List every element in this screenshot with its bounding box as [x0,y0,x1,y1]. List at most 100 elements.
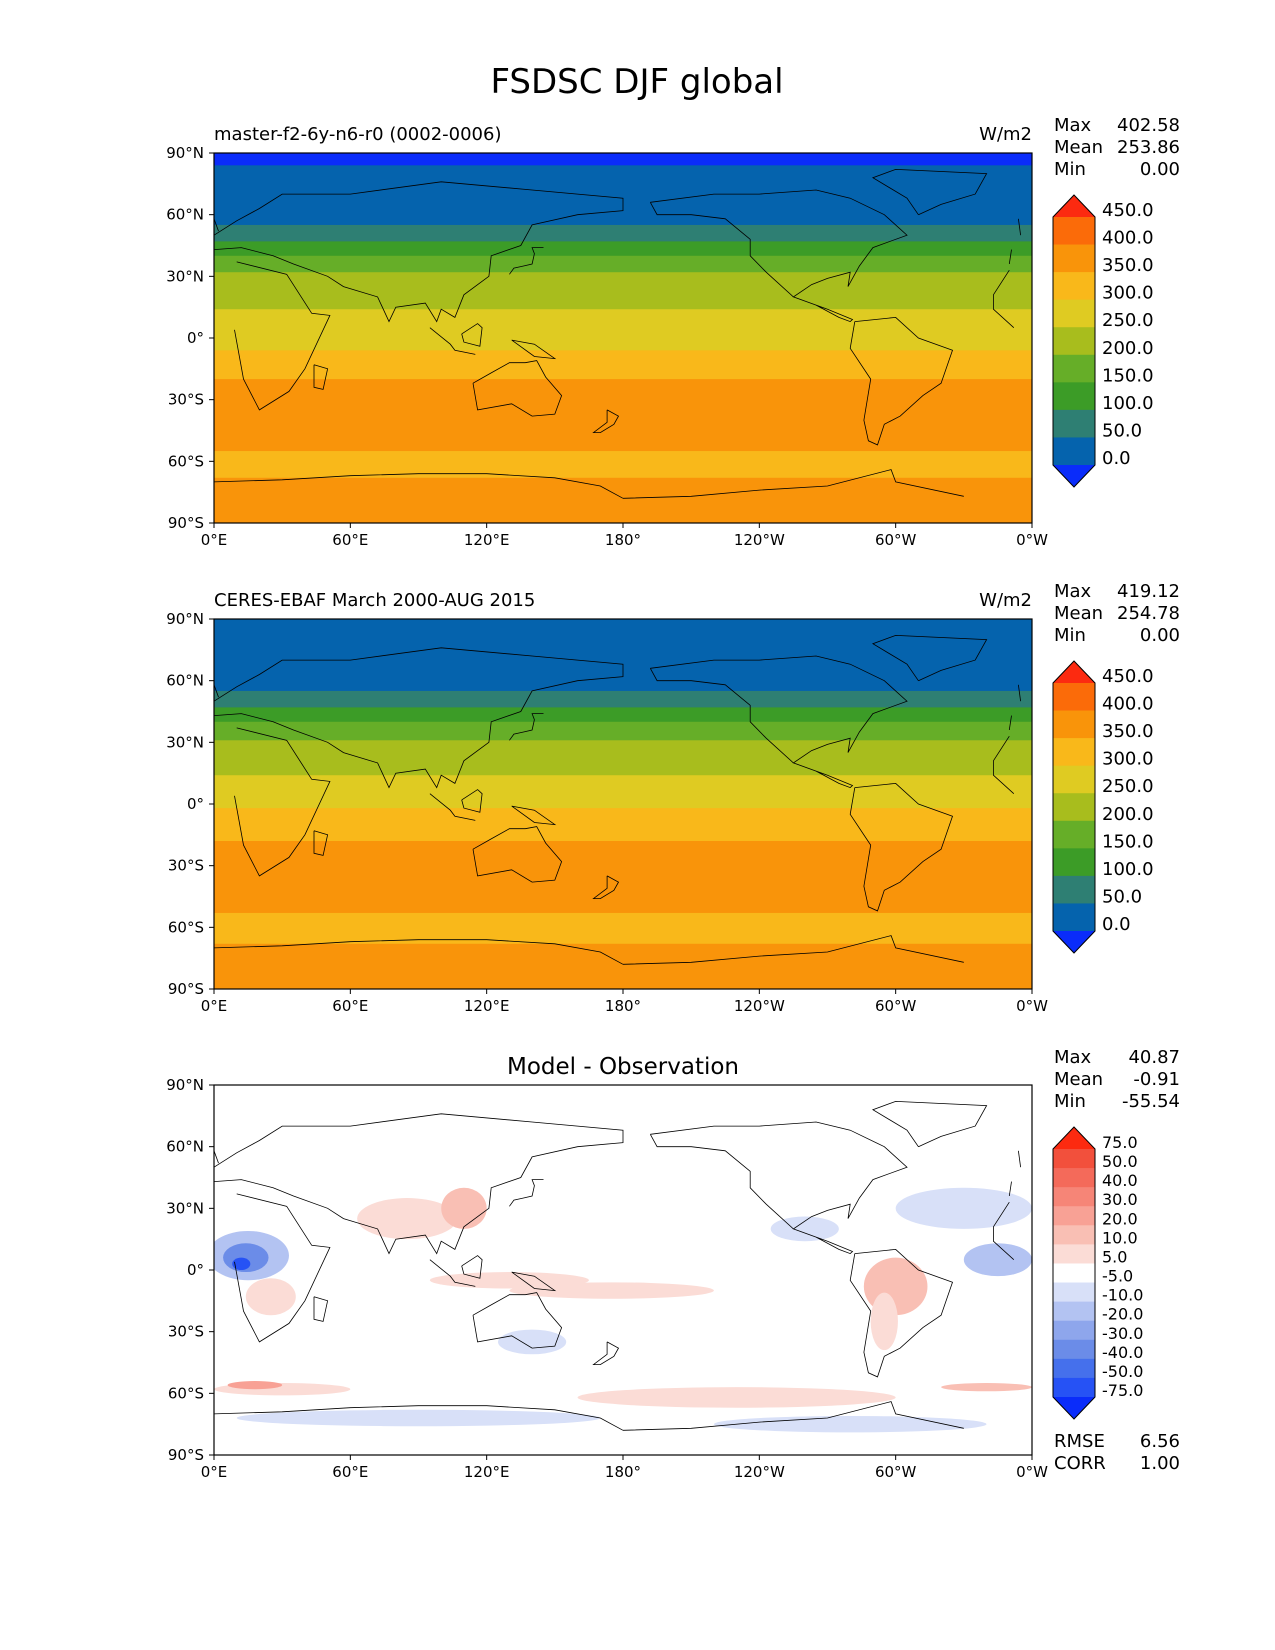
colorbar-cell [1053,1149,1095,1169]
stat-value-max: 402.58 [1117,115,1180,136]
anomaly-region [895,1187,1032,1229]
coastline [649,655,908,789]
colorbar-cell [1053,1187,1095,1207]
colorbar-label: 40.0 [1102,1171,1138,1190]
colorbar-label: 400.0 [1102,228,1154,249]
field-band [214,477,1032,523]
y-tick-label: 90°N [166,610,204,628]
colorbar-label: 450.0 [1102,666,1154,687]
metric-label-corr: CORR [1054,1453,1106,1474]
colorbar-cell [1053,437,1095,466]
colorbar: 0.0 50.0 100.0 150.0 200.0 250.0 300.0 350.0 400… [1052,194,1154,488]
figure-title: FSDSC DJF global [490,62,783,102]
colorbar-cell [1053,848,1095,877]
colorbar-label: 75.0 [1102,1133,1138,1152]
x-tick-label: 60°E [332,997,368,1015]
panel-title: CERES-EBAF March 2000-AUG 2015 [214,590,535,611]
colorbar-cell [1053,820,1095,849]
colorbar-label: 350.0 [1102,721,1154,742]
y-tick-label: 60°N [166,1138,204,1156]
colorbar-label: 150.0 [1102,831,1154,852]
colorbar-label: 250.0 [1102,310,1154,331]
coastline [214,1401,964,1431]
stat-value-max: 40.87 [1128,1047,1180,1068]
field-band [214,721,1032,741]
stat-label-max: Max [1054,1047,1092,1068]
field-band [214,153,1032,166]
anomaly-region [227,1381,283,1390]
x-tick-label: 120°W [734,1463,785,1481]
coastline [429,327,476,355]
x-tick-label: 180° [605,997,641,1015]
field-band [214,943,1032,989]
colorbar-label: 300.0 [1102,749,1154,770]
colorbar-label: 0.0 [1102,448,1131,469]
coastline [461,789,483,813]
metric-label-rmse: RMSE [1054,1431,1105,1452]
anomaly-region [357,1198,458,1240]
colorbar-cell [1053,683,1095,711]
anomaly-region [441,1187,487,1229]
panel-observation: CERES-EBAF March 2000-AUG 2015 W/m2 0°E 60°… [166,581,1180,1015]
colorbar-cell [1053,1320,1095,1341]
x-tick-label: 0°W [1016,531,1048,549]
stat-value-max: 419.12 [1117,581,1180,602]
coastline [461,1255,483,1279]
colorbar-cell [1053,738,1095,767]
colorbar-cell [1053,382,1095,411]
coastline [234,1193,1015,1343]
colorbar-cell [1053,1263,1095,1283]
coastline [214,1113,1012,1255]
field-band [214,224,1032,242]
coastline [472,360,563,417]
coastline [849,782,954,912]
coastline [871,168,988,216]
colorbar-cell [1053,875,1095,904]
y-tick-label: 90°S [168,514,204,532]
colorbar: -75.0-50.0-40.0-30.0-20.0-10.0-5.05.010.… [1052,1126,1143,1420]
x-tick-label: 60°W [875,531,917,549]
y-tick-label: 60°N [166,672,204,690]
anomaly-region [498,1329,567,1355]
x-tick-label: 120°W [734,997,785,1015]
y-tick-label: 60°S [168,1384,204,1402]
stat-label-min: Min [1054,159,1086,180]
coastline [313,1296,329,1322]
stat-label-mean: Mean [1054,1069,1103,1090]
y-tick-label: 30°S [168,857,204,875]
colorbar-cell [1053,710,1095,739]
x-tick-label: 60°W [875,1463,917,1481]
panel-model: master-f2-6y-n6-r0 (0002-0006) W/m2 0°E 60°… [166,115,1180,549]
field-band [214,707,1032,723]
field-band [214,690,1032,708]
colorbar-label: 10.0 [1102,1228,1138,1247]
colorbar-extend-max [1053,195,1095,217]
colorbar-cell [1053,903,1095,932]
colorbar-cell [1053,1339,1095,1360]
y-tick-label: 30°N [166,267,204,285]
coastline [849,316,954,446]
colorbar-label: -75.0 [1102,1381,1143,1400]
colorbar-label: -30.0 [1102,1324,1143,1343]
coastline [214,684,1021,702]
y-tick-label: 30°S [168,391,204,409]
coastline [871,634,988,682]
colorbar-label: -50.0 [1102,1362,1143,1381]
colorbar-cell [1053,409,1095,438]
coastline [214,181,1012,323]
stat-value-mean: 253.86 [1117,137,1180,158]
field-band [214,451,1032,479]
anomaly-region [713,1415,987,1433]
anomaly-region [232,1257,251,1270]
colorbar-cell [1053,1358,1095,1379]
coastline [592,409,620,433]
stat-value-min: 0.00 [1140,159,1180,180]
coastline [234,261,1015,411]
colorbar-label: 400.0 [1102,694,1154,715]
stat-label-min: Min [1054,1091,1086,1112]
colorbar-outline [1052,660,1096,954]
y-tick-label: 30°S [168,1323,204,1341]
colorbar-cell [1053,272,1095,301]
field-band [214,808,1032,842]
